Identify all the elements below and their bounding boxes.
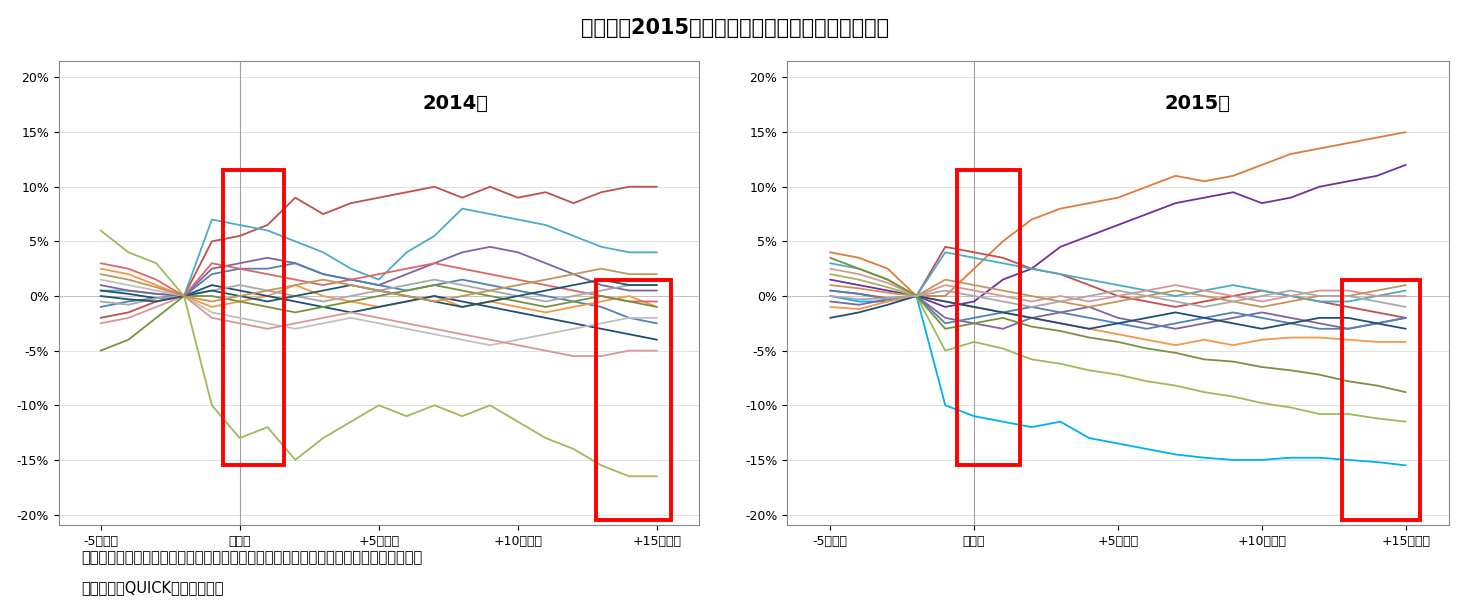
Text: （資料）　QUICKより筆者作成: （資料） QUICKより筆者作成 (81, 580, 224, 596)
Text: 『図３』2015年は株価が下落するケースが増えた: 『図３』2015年は株価が下落するケースが増えた (581, 18, 890, 38)
Bar (224, 170, 284, 466)
Text: 2014年: 2014年 (422, 93, 488, 112)
Text: 2015年: 2015年 (1165, 93, 1230, 112)
Bar (956, 170, 1019, 466)
Bar (1343, 280, 1420, 520)
Bar (596, 280, 671, 520)
Text: （注）　決議日を基準として各企業の株価騰落率を東証業種別株価指数の騰落率と比較: （注） 決議日を基準として各企業の株価騰落率を東証業種別株価指数の騰落率と比較 (81, 550, 422, 565)
